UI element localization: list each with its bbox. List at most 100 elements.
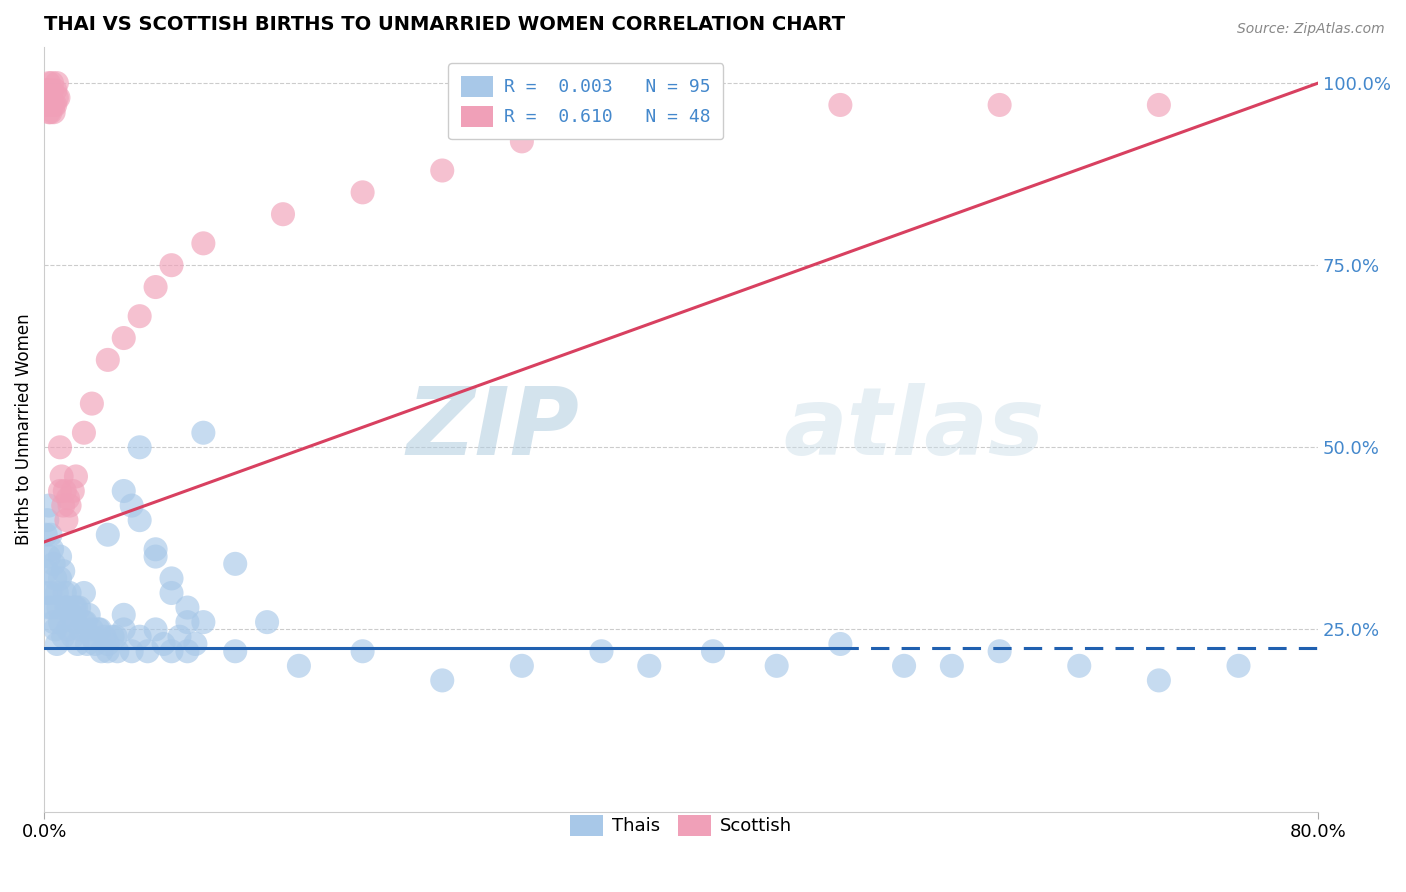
Point [702,644,724,658]
Point [121,499,143,513]
Point [97,352,120,367]
Point [160,586,183,600]
Point [55,513,77,527]
Point [84,637,107,651]
Point [510,134,533,148]
Point [638,658,661,673]
Point [432,673,454,688]
Point [193,425,215,440]
Point [256,615,278,629]
Point [56,623,79,637]
Point [73,586,96,600]
Point [41,542,63,557]
Point [42,615,65,629]
Point [101,630,124,644]
Point [38,76,60,90]
Text: atlas: atlas [783,383,1045,475]
Point [56,491,79,506]
Point [38,105,60,120]
Point [510,658,533,673]
Point [145,623,167,637]
Point [988,98,1011,112]
Point [112,623,135,637]
Point [49,571,72,585]
Point [38,600,60,615]
Point [80,623,103,637]
Point [38,549,60,564]
Point [145,280,167,294]
Point [97,644,120,658]
Point [224,644,246,658]
Point [37,564,59,578]
Point [352,186,374,200]
Point [44,571,66,585]
Point [48,600,70,615]
Point [121,644,143,658]
Point [97,527,120,541]
Text: ZIP: ZIP [406,383,579,475]
Point [41,83,63,97]
Point [49,549,72,564]
Point [35,90,58,104]
Point [160,644,183,658]
Point [112,483,135,498]
Point [765,658,787,673]
Point [45,637,67,651]
Point [112,331,135,345]
Y-axis label: Births to Unmarried Women: Births to Unmarried Women [15,313,32,545]
Text: Source: ZipAtlas.com: Source: ZipAtlas.com [1237,22,1385,37]
Point [62,483,84,498]
Point [55,600,77,615]
Point [93,630,115,644]
Point [65,615,87,629]
Point [56,600,79,615]
Point [42,557,65,571]
Point [42,98,65,112]
Point [65,600,87,615]
Point [53,483,76,498]
Point [58,499,80,513]
Point [432,163,454,178]
Point [69,623,91,637]
Point [89,623,111,637]
Point [51,469,73,483]
Point [39,586,62,600]
Point [35,586,58,600]
Text: THAI VS SCOTTISH BIRTHS TO UNMARRIED WOMEN CORRELATION CHART: THAI VS SCOTTISH BIRTHS TO UNMARRIED WOM… [44,15,845,34]
Point [39,105,62,120]
Point [53,586,76,600]
Point [1227,658,1250,673]
Point [62,630,84,644]
Point [37,83,59,97]
Point [105,644,128,658]
Point [76,637,98,651]
Point [75,615,97,629]
Point [60,607,83,622]
Point [1147,673,1170,688]
Point [52,564,75,578]
Point [44,623,66,637]
Legend: Thais, Scottish: Thais, Scottish [561,805,801,845]
Point [45,586,67,600]
Point [988,644,1011,658]
Point [160,258,183,272]
Point [145,549,167,564]
Point [176,644,198,658]
Point [67,600,90,615]
Point [35,527,58,541]
Point [184,637,207,651]
Point [42,105,65,120]
Point [49,440,72,454]
Point [65,469,87,483]
Point [41,76,63,90]
Point [352,644,374,658]
Point [193,236,215,251]
Point [73,425,96,440]
Point [66,637,89,651]
Point [136,644,159,658]
Point [87,623,110,637]
Point [37,513,59,527]
Point [45,90,67,104]
Point [39,527,62,541]
Point [39,90,62,104]
